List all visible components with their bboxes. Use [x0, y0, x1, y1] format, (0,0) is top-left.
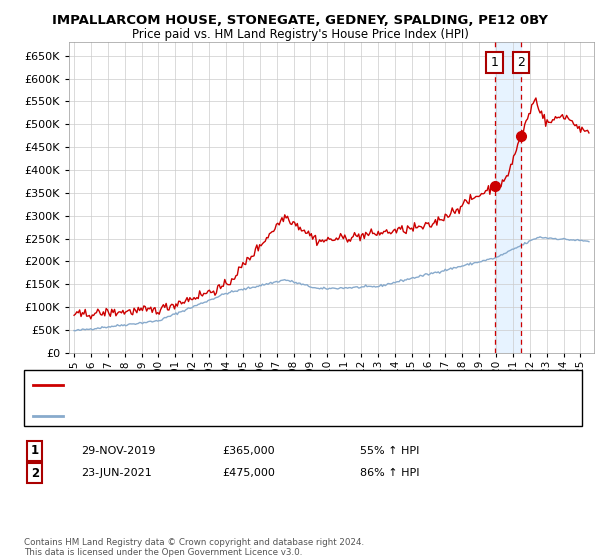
- Text: £365,000: £365,000: [222, 446, 275, 456]
- Text: 23-JUN-2021: 23-JUN-2021: [81, 468, 152, 478]
- Text: 86% ↑ HPI: 86% ↑ HPI: [360, 468, 419, 478]
- Text: Contains HM Land Registry data © Crown copyright and database right 2024.
This d: Contains HM Land Registry data © Crown c…: [24, 538, 364, 557]
- Bar: [494, 42, 521, 353]
- Text: 2: 2: [31, 466, 39, 480]
- Text: 1: 1: [491, 56, 499, 69]
- Text: 55% ↑ HPI: 55% ↑ HPI: [360, 446, 419, 456]
- Text: HPI: Average price, detached house, South Holland: HPI: Average price, detached house, Sout…: [69, 410, 323, 421]
- Text: Price paid vs. HM Land Registry's House Price Index (HPI): Price paid vs. HM Land Registry's House …: [131, 28, 469, 41]
- Text: £475,000: £475,000: [222, 468, 275, 478]
- Text: 29-NOV-2019: 29-NOV-2019: [81, 446, 155, 456]
- Text: IMPALLARCOM HOUSE, STONEGATE, GEDNEY, SPALDING, PE12 0BY: IMPALLARCOM HOUSE, STONEGATE, GEDNEY, SP…: [52, 14, 548, 27]
- Text: 2: 2: [517, 56, 525, 69]
- Text: IMPALLARCOM HOUSE, STONEGATE, GEDNEY, SPALDING, PE12 0BY (detached house): IMPALLARCOM HOUSE, STONEGATE, GEDNEY, SP…: [69, 380, 493, 390]
- Text: 1: 1: [31, 444, 39, 458]
